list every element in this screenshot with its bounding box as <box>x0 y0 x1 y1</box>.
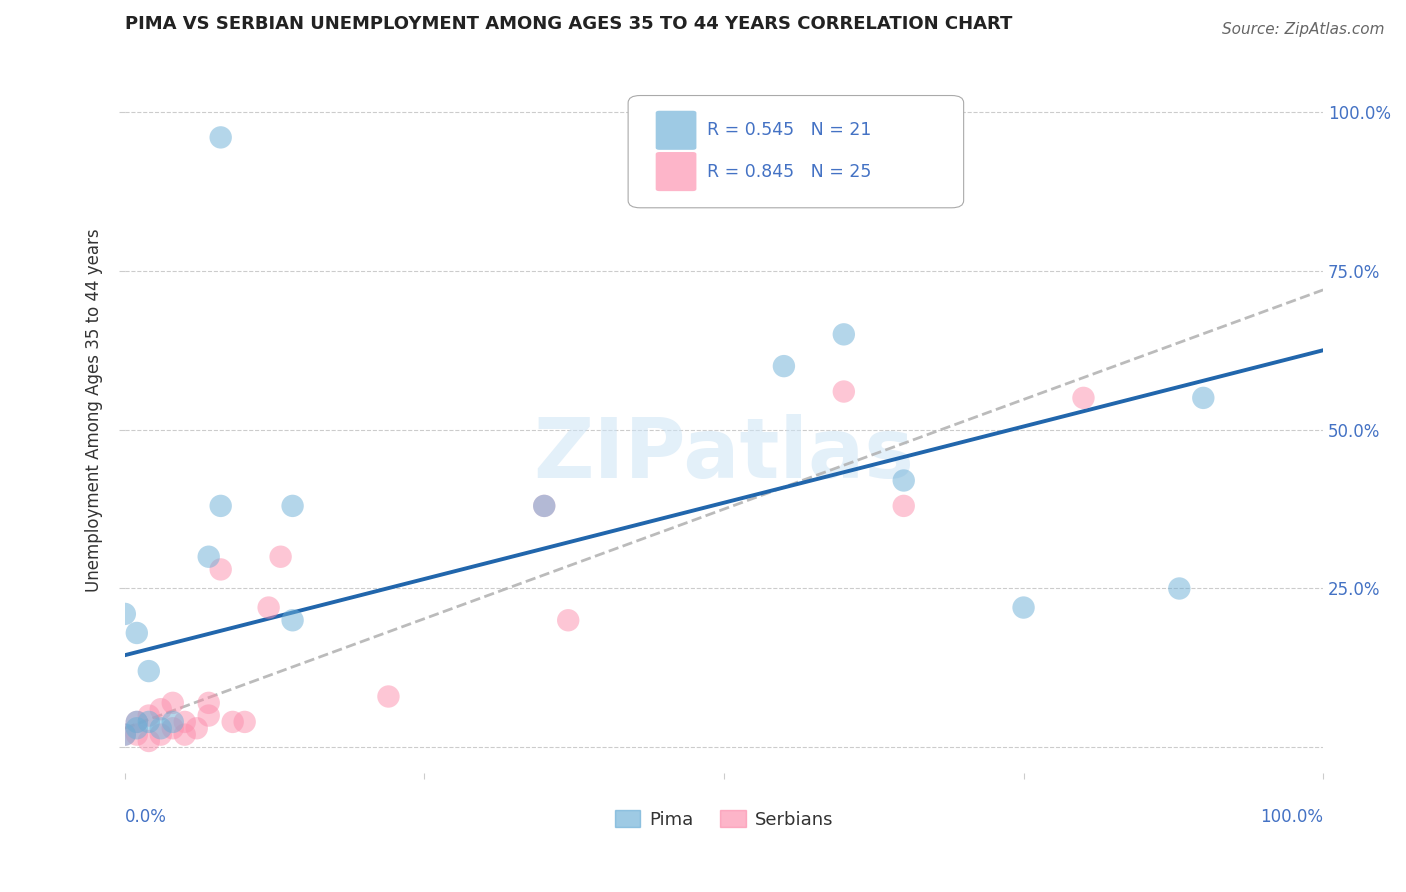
FancyBboxPatch shape <box>655 111 696 150</box>
Point <box>1073 391 1095 405</box>
Point <box>173 728 195 742</box>
Point <box>832 327 855 342</box>
FancyBboxPatch shape <box>628 95 963 208</box>
Point <box>114 728 136 742</box>
Point <box>557 613 579 627</box>
Legend: Pima, Serbians: Pima, Serbians <box>607 803 841 836</box>
Point <box>186 721 208 735</box>
Point <box>209 562 232 576</box>
Text: R = 0.845   N = 25: R = 0.845 N = 25 <box>707 162 872 180</box>
Point <box>149 702 172 716</box>
Point <box>125 721 148 735</box>
Text: 100.0%: 100.0% <box>1260 807 1323 826</box>
Point <box>114 607 136 621</box>
Point <box>125 714 148 729</box>
Point <box>281 613 304 627</box>
Point <box>221 714 243 729</box>
Point <box>209 499 232 513</box>
Text: Source: ZipAtlas.com: Source: ZipAtlas.com <box>1222 22 1385 37</box>
Point <box>149 728 172 742</box>
Point <box>149 721 172 735</box>
Text: R = 0.545   N = 21: R = 0.545 N = 21 <box>707 121 872 139</box>
Text: 0.0%: 0.0% <box>125 807 167 826</box>
Point <box>162 721 184 735</box>
Point <box>270 549 292 564</box>
Point <box>1012 600 1035 615</box>
Point <box>125 714 148 729</box>
Text: PIMA VS SERBIAN UNEMPLOYMENT AMONG AGES 35 TO 44 YEARS CORRELATION CHART: PIMA VS SERBIAN UNEMPLOYMENT AMONG AGES … <box>125 15 1012 33</box>
Text: ZIPatlas: ZIPatlas <box>533 414 914 494</box>
Point <box>138 708 160 723</box>
Point <box>893 474 915 488</box>
Point <box>125 626 148 640</box>
Point <box>197 708 219 723</box>
Point <box>138 734 160 748</box>
Point <box>197 696 219 710</box>
Point <box>281 499 304 513</box>
Point <box>162 696 184 710</box>
Point <box>533 499 555 513</box>
Point <box>114 728 136 742</box>
Point <box>773 359 796 373</box>
Point <box>533 499 555 513</box>
Point <box>832 384 855 399</box>
Point <box>377 690 399 704</box>
Point <box>162 714 184 729</box>
Point <box>125 728 148 742</box>
Point <box>1192 391 1215 405</box>
Point <box>197 549 219 564</box>
FancyBboxPatch shape <box>655 152 696 191</box>
Point <box>257 600 280 615</box>
Point <box>233 714 256 729</box>
Point <box>209 130 232 145</box>
Point <box>138 664 160 678</box>
Point <box>138 714 160 729</box>
Y-axis label: Unemployment Among Ages 35 to 44 years: Unemployment Among Ages 35 to 44 years <box>86 228 103 592</box>
Point <box>893 499 915 513</box>
Point <box>1168 582 1191 596</box>
Point <box>173 714 195 729</box>
